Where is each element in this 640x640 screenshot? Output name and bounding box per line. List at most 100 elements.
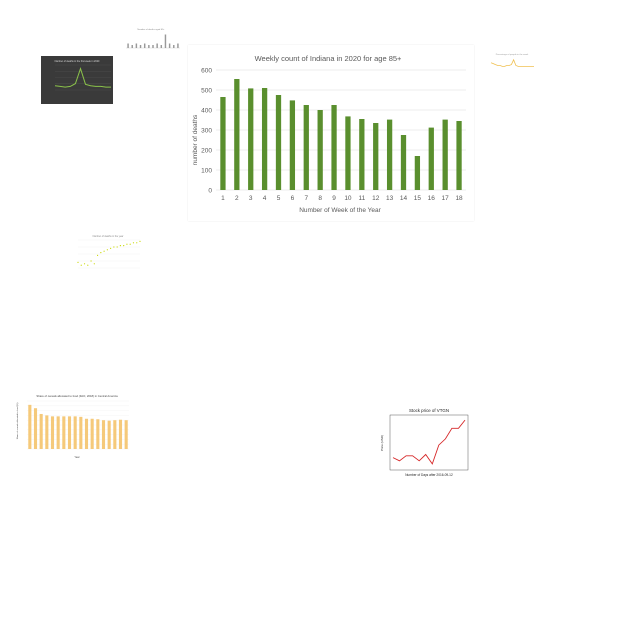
bar [303,105,309,190]
tiny-bar [152,45,154,48]
x-tick-label: 14 [400,195,408,202]
x-tick-label: 12 [372,195,380,202]
food-chart-panel: Share of cereals allocated to food (FAO,… [13,391,133,461]
tiny-bar [139,45,142,48]
y-tick-label: 300 [201,128,212,135]
scatter-point [129,243,131,245]
x-tick-label: 11 [358,195,365,202]
tiny-bar [177,43,179,48]
food-bar [39,413,43,449]
bar [400,135,407,190]
x-tick-label: 18 [455,195,463,202]
x-tick-label: 17 [442,195,450,202]
food-bar [90,418,94,449]
dark-series-line [54,67,111,88]
food-bar [50,416,55,449]
stock-x-label: Number of Days after 2016-09-12 [405,473,453,477]
main-chart-panel: Weekly count of Indiana in 2020 for age … [188,45,474,221]
mid-scatter-chart: Number of deaths in the year [77,235,141,269]
food-bar [28,404,32,449]
scatter-point [113,246,115,248]
food-bar [33,408,38,449]
tiny-chart-title: Number of deaths aged 65+ [137,28,165,31]
x-tick-label: 15 [414,195,422,202]
stock-chart-panel: Stock price of VTGN Number of Days after… [375,405,475,480]
tiny-bar [168,43,171,48]
bar [261,88,268,190]
y-tick-label: 100 [201,168,212,175]
food-bar [73,416,77,449]
stock-y-label: Price (USD) [380,435,384,451]
x-tick-label: 10 [344,195,352,202]
food-bar [124,420,128,449]
food-y-label: Share of cereals allocated to food (%) [16,402,19,439]
food-bar [96,419,100,449]
top-tiny-bar-chart: Number of deaths aged 65+ [126,28,180,49]
scatter-point [116,246,118,248]
scatter-point [100,252,102,254]
dark-line-chart: Number of deaths in the first week in 20… [54,60,111,91]
bar [345,116,351,190]
tiny-bar [143,43,146,48]
mid-scatter-chart-panel: Number of deaths in the year [70,232,146,276]
bar [442,119,448,190]
stock-chart-title: Stock price of VTGN [409,408,449,413]
scatter-point [93,263,95,265]
scatter-point [119,245,122,247]
chart-title: Weekly count of Indiana in 2020 for age … [255,54,402,63]
food-bar [113,420,117,449]
stock-series-line [392,419,466,465]
tiny-bar [148,45,150,48]
food-bar [107,420,111,449]
bar [428,127,434,190]
food-bar [118,419,123,449]
food-bar [56,416,60,449]
top-right-line-chart: Percentage of people in the week [490,53,534,67]
x-tick-label: 6 [291,195,295,202]
x-tick-label: 5 [277,195,281,202]
x-tick-label: 4 [263,195,267,202]
food-bar [101,420,106,449]
scatter-point [87,264,89,266]
top-tiny-chart-panel: Number of deaths aged 65+ [118,25,184,61]
food-bar [79,416,83,449]
bar [317,110,323,190]
tr-series-line [490,58,534,67]
food-chart-title: Share of cereals allocated to food (FAO,… [36,394,118,398]
tiny-bar [135,43,138,48]
x-tick-label: 16 [428,195,436,202]
x-axis-label: Number of Week of the Year [299,207,381,214]
bar [373,123,379,190]
tiny-bar [127,43,129,48]
food-share-bar-chart: Share of cereals allocated to food (FAO,… [16,394,129,459]
bar [275,95,282,190]
dark-line-chart-panel: Number of deaths in the first week in 20… [41,56,113,104]
bar [234,79,240,190]
tr-chart-title: Percentage of people in the week [496,53,529,56]
scatter-point [103,250,105,252]
top-right-chart-panel: Percentage of people in the week [486,50,538,82]
food-bar [84,418,89,449]
scatter-point [77,261,79,263]
food-x-label: Year [74,455,79,459]
y-tick-label: 400 [201,108,212,115]
bar [456,121,462,190]
bar [359,119,365,190]
y-tick-label: 500 [201,88,212,95]
scatter-point [123,245,125,247]
food-bar [45,415,49,449]
tiny-bar [164,34,167,48]
scatter-point [90,260,92,262]
x-tick-label: 7 [304,195,308,202]
bar [414,156,421,190]
scatter-point [96,254,99,256]
y-tick-label: 600 [201,68,212,75]
weekly-deaths-chart: Weekly count of Indiana in 2020 for age … [192,54,466,214]
scatter-point [126,243,128,245]
bar [289,100,296,190]
tiny-bar [173,45,175,48]
x-tick-label: 13 [386,195,394,202]
bar [248,88,254,190]
scatter-point [106,249,108,251]
stock-plot-frame [389,414,469,471]
